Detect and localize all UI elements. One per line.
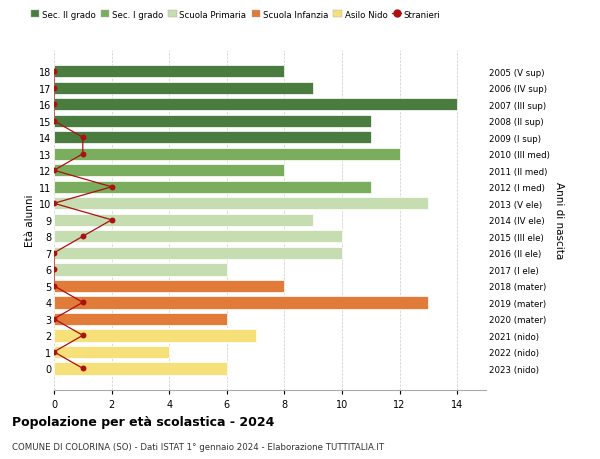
Bar [54, 330, 256, 342]
Point [107, 217, 116, 224]
Bar [54, 165, 284, 177]
Bar [54, 66, 284, 78]
Point [49, 200, 59, 207]
Bar [54, 214, 313, 226]
Bar [54, 99, 457, 111]
Point [49, 266, 59, 274]
Y-axis label: Età alunni: Età alunni [25, 194, 35, 246]
Point [49, 101, 59, 109]
Bar [54, 115, 371, 128]
Point [49, 315, 59, 323]
Point [78, 365, 88, 372]
Bar [54, 313, 227, 325]
Bar [54, 247, 342, 259]
Point [49, 68, 59, 76]
Y-axis label: Anni di nascita: Anni di nascita [554, 182, 563, 259]
Point [49, 167, 59, 174]
Point [78, 299, 88, 306]
Bar [54, 230, 342, 243]
Bar [54, 148, 400, 161]
Bar [54, 297, 428, 309]
Point [49, 118, 59, 125]
Bar [54, 263, 227, 276]
Bar [54, 346, 169, 358]
Bar [54, 198, 428, 210]
Bar [54, 181, 371, 194]
Point [78, 332, 88, 339]
Text: Popolazione per età scolastica - 2024: Popolazione per età scolastica - 2024 [12, 415, 274, 428]
Point [78, 134, 88, 142]
Text: COMUNE DI COLORINA (SO) - Dati ISTAT 1° gennaio 2024 - Elaborazione TUTTITALIA.I: COMUNE DI COLORINA (SO) - Dati ISTAT 1° … [12, 442, 384, 451]
Point [78, 151, 88, 158]
Bar [54, 362, 227, 375]
Legend: Sec. II grado, Sec. I grado, Scuola Primaria, Scuola Infanzia, Asilo Nido, Stran: Sec. II grado, Sec. I grado, Scuola Prim… [27, 7, 444, 23]
Point [49, 283, 59, 290]
Point [49, 85, 59, 92]
Point [107, 184, 116, 191]
Bar [54, 83, 313, 95]
Point [49, 250, 59, 257]
Point [49, 348, 59, 356]
Bar [54, 280, 284, 292]
Bar [54, 132, 371, 144]
Point [78, 233, 88, 241]
